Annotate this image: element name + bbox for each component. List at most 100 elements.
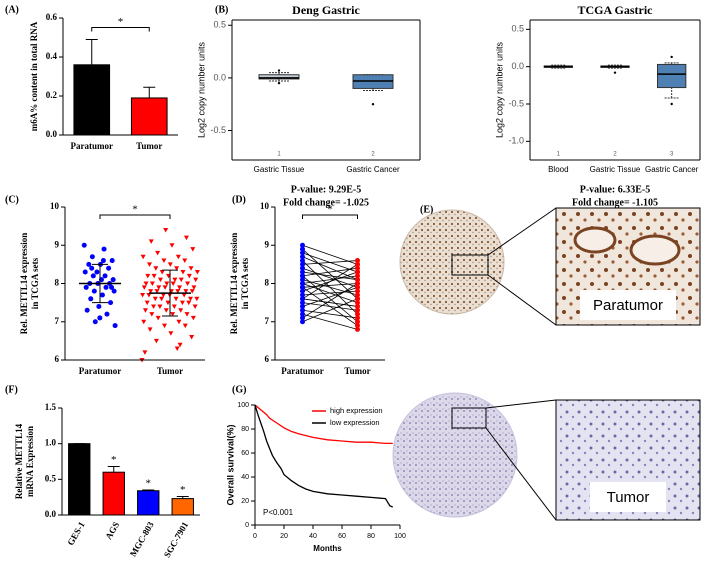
- y-axis-label: Log2 copy number units: [196, 41, 206, 138]
- point: [174, 346, 180, 352]
- point: [106, 265, 112, 271]
- category-number: 2: [613, 152, 617, 158]
- point: [148, 289, 154, 294]
- point: [153, 266, 159, 271]
- point: [143, 281, 149, 286]
- point: [147, 327, 153, 332]
- point: [300, 269, 305, 275]
- point: [156, 285, 162, 290]
- y-tick-label: 6: [55, 354, 60, 364]
- y-tick-label: 0.0: [46, 129, 58, 139]
- pair-line: [302, 298, 358, 323]
- point: [300, 250, 305, 256]
- point: [88, 296, 94, 302]
- zoom-region: [451, 254, 489, 276]
- pair-line: [302, 283, 358, 319]
- point: [194, 270, 200, 275]
- image-label: Tumor: [607, 489, 650, 506]
- point: [162, 323, 168, 329]
- x-tick-label: GES-1: [65, 520, 87, 548]
- point: [355, 273, 360, 279]
- pair-line: [302, 264, 358, 300]
- x-tick-label: Gastric Tissue: [254, 165, 305, 174]
- error-bar: [143, 86, 156, 98]
- point: [355, 284, 360, 290]
- point: [155, 250, 161, 256]
- y-tick-label: 1.5: [45, 402, 57, 412]
- point: [153, 338, 159, 344]
- point: [170, 281, 176, 286]
- x-tick-label: Gastric Tissue: [590, 165, 641, 174]
- significance-label: *: [118, 16, 124, 28]
- point: [167, 262, 173, 267]
- label-box: [590, 482, 666, 512]
- stat-label: P-value: 9.29E-5: [291, 184, 362, 195]
- significance-bracket: [99, 214, 171, 219]
- pair-line: [302, 302, 358, 311]
- point: [141, 285, 147, 290]
- point: [104, 311, 110, 317]
- point: [182, 258, 188, 264]
- point: [355, 311, 360, 317]
- x-tick-label: 80: [367, 533, 375, 540]
- sd-bar: [162, 269, 178, 317]
- point: [160, 292, 166, 298]
- zoom-connector: [485, 427, 557, 521]
- point: [300, 311, 305, 317]
- point: [159, 270, 165, 275]
- box: [657, 63, 687, 89]
- point: [110, 277, 116, 283]
- y-axis-label: Relative METTL14: [14, 423, 24, 499]
- y-tick-label: 0.4: [46, 51, 58, 61]
- x-tick-label: 60: [338, 533, 346, 540]
- x-tick-label: MGC-803: [128, 520, 156, 559]
- significance-label: *: [111, 454, 117, 466]
- pair-line: [302, 256, 358, 281]
- point: [355, 269, 360, 275]
- point: [355, 326, 360, 332]
- point: [183, 289, 189, 294]
- point: [184, 312, 190, 317]
- point: [162, 285, 168, 290]
- y-tick-label: 8: [55, 278, 60, 288]
- outlier: [277, 81, 281, 85]
- point: [151, 304, 157, 309]
- point: [90, 273, 96, 279]
- point: [186, 273, 192, 279]
- pair-line: [302, 298, 358, 307]
- point: [176, 319, 182, 325]
- x-tick-label: Tumor: [136, 141, 162, 151]
- point: [187, 296, 193, 302]
- point: [170, 312, 176, 317]
- y-tick-label: -1.0: [508, 136, 524, 146]
- x-tick-label: SGC-7901: [162, 520, 191, 560]
- point: [81, 242, 87, 248]
- panel-label: (B): [215, 4, 228, 15]
- y-tick-label: 80: [241, 426, 249, 433]
- error-bar: [107, 465, 120, 473]
- x-tick-label: Tumor: [157, 366, 183, 376]
- point: [173, 296, 179, 302]
- y-tick-label: 20: [241, 498, 249, 505]
- y-tick-label: 10: [260, 201, 270, 211]
- point: [111, 288, 117, 294]
- chart-title: TCGA Gastric: [578, 3, 654, 17]
- point: [144, 300, 150, 306]
- point: [300, 296, 305, 302]
- x-tick-label: Gastric Cancer: [645, 165, 699, 174]
- pair-line: [302, 260, 358, 265]
- y-tick-label: 9: [55, 239, 60, 249]
- point: [149, 312, 155, 317]
- point: [355, 315, 360, 321]
- x-tick-label: Paratumor: [281, 366, 324, 376]
- point: [190, 315, 196, 321]
- point: [300, 254, 305, 260]
- point: [92, 319, 98, 325]
- point: [169, 243, 175, 248]
- pair-line: [302, 309, 358, 319]
- outlier: [670, 55, 673, 59]
- survival-line: [254, 404, 393, 508]
- pair-line: [302, 286, 358, 307]
- point: [300, 281, 305, 286]
- y-axis-label: Log2 copy number units: [494, 41, 504, 138]
